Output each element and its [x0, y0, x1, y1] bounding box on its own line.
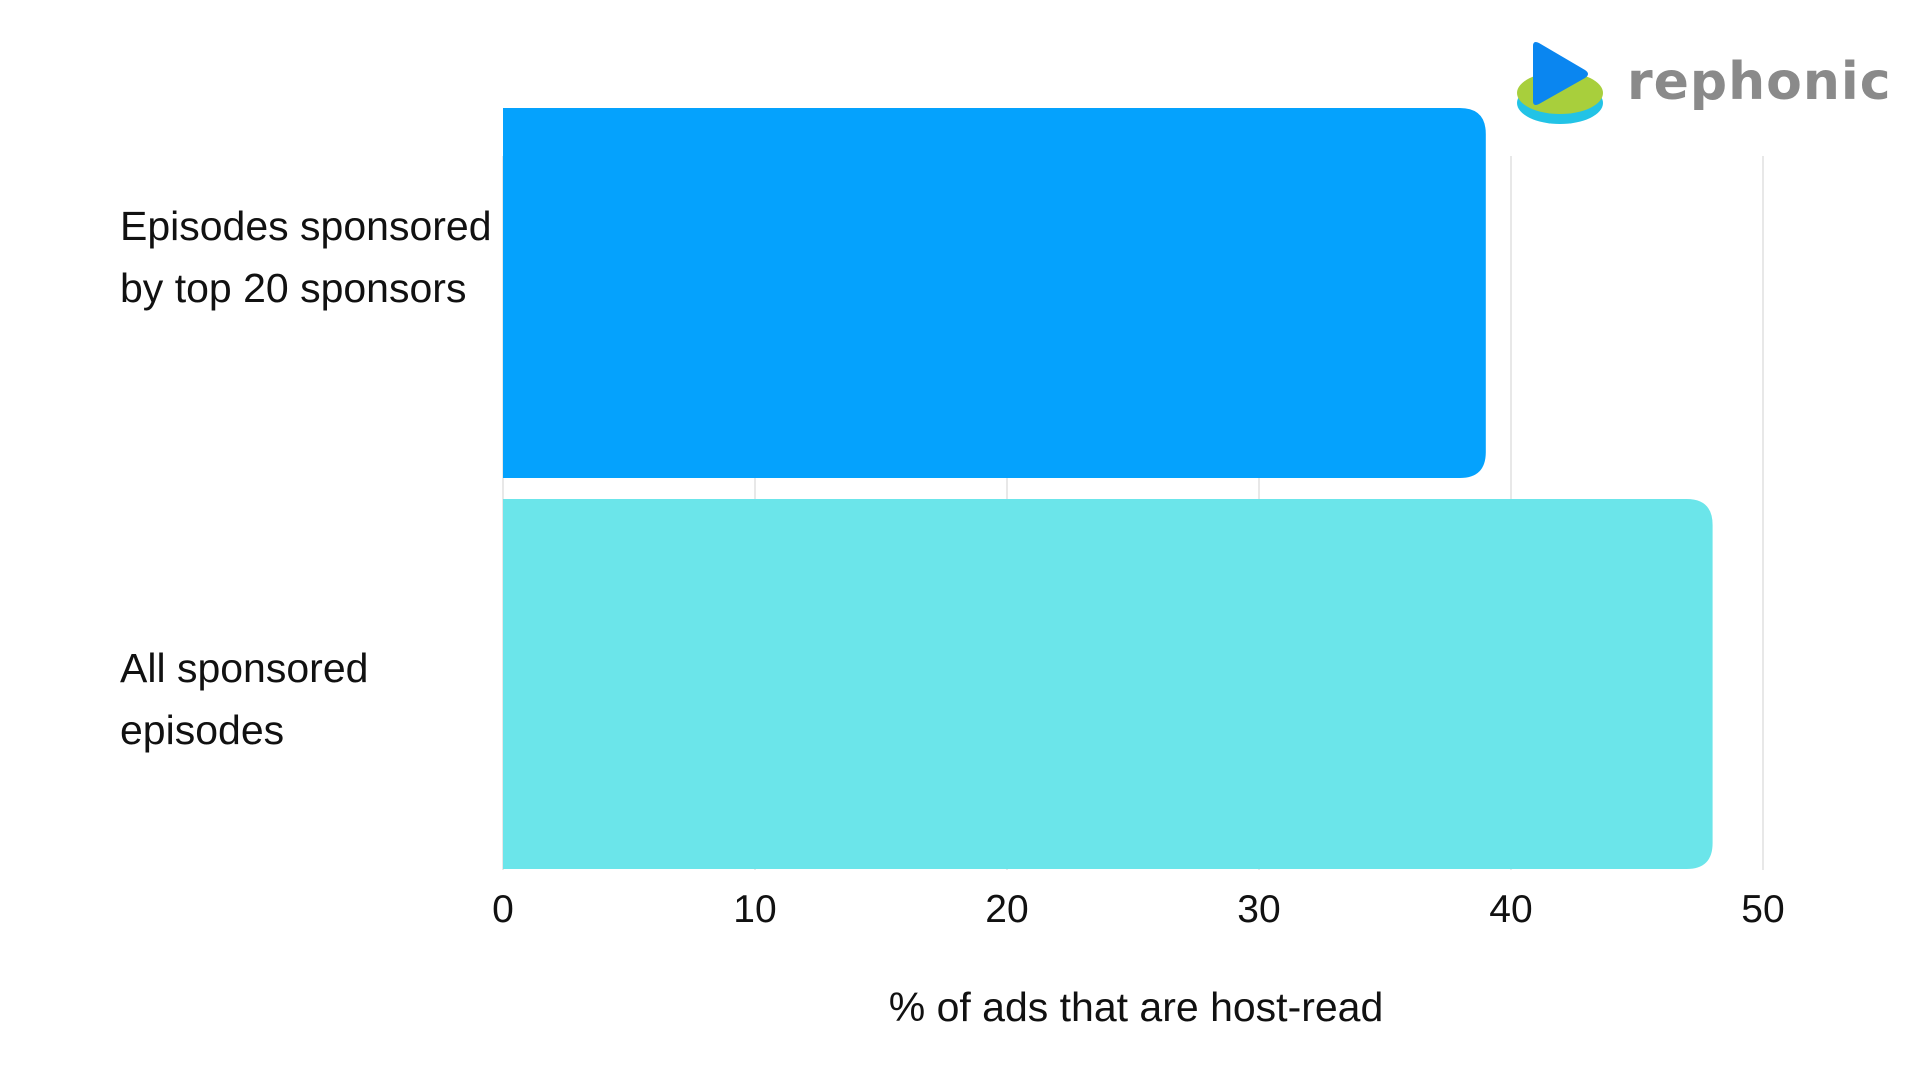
x-tick-label-20: 20	[985, 888, 1028, 931]
x-tick-label-30: 30	[1237, 888, 1280, 931]
rephonic-logo-icon	[1517, 42, 1603, 124]
bars	[503, 108, 1713, 869]
x-axis-label: % of ads that are host-read	[889, 984, 1384, 1030]
rephonic-logo-text: rephonic	[1627, 52, 1892, 112]
x-tick-labels: 0 10 20 30 40 50	[492, 888, 1785, 931]
x-tick-label-50: 50	[1741, 888, 1784, 931]
rephonic-logo: rephonic	[1515, 40, 1895, 130]
x-tick-label-40: 40	[1489, 888, 1532, 931]
bar-top-sponsors	[503, 108, 1486, 478]
category-label-top-sponsors: Episodes sponsored by top 20 sponsors	[120, 203, 492, 311]
x-tick-label-10: 10	[733, 888, 776, 931]
bar-all-episodes	[503, 499, 1713, 869]
x-tick-label-0: 0	[492, 888, 514, 931]
category-label-all-episodes: All sponsored episodes	[120, 645, 369, 753]
